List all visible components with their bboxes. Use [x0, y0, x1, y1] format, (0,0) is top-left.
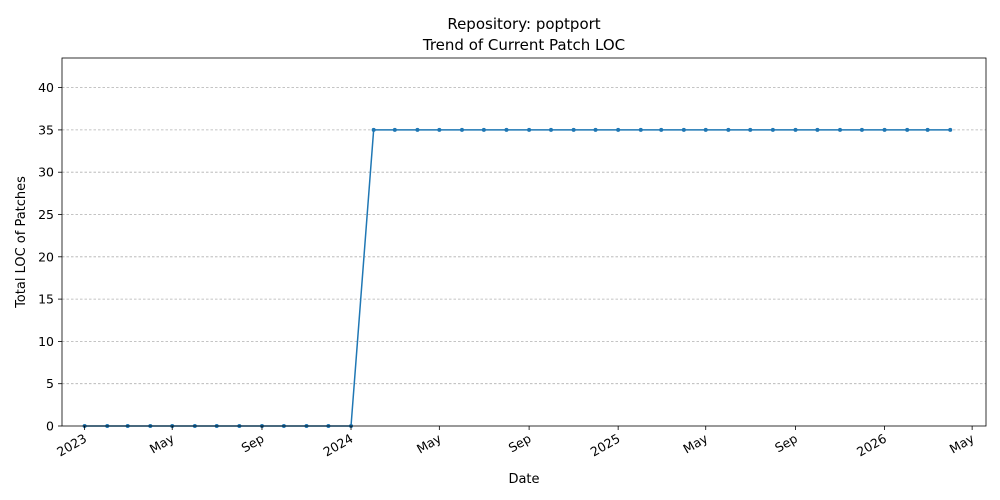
series-line	[84, 129, 951, 427]
data-point	[371, 127, 376, 132]
y-tick-label: 40	[38, 80, 54, 95]
data-point	[925, 127, 930, 132]
data-point	[726, 127, 731, 132]
y-axis-ticks: 0 5 10 15 20 25 30 35 40	[38, 80, 62, 434]
x-tick-label: 2026	[854, 431, 889, 460]
y-tick-label: 25	[38, 207, 54, 222]
data-point	[748, 127, 753, 132]
x-axis-ticks: 2023 May Sep 2024 May Sep 2025 May Sep 2026 May	[54, 426, 977, 460]
x-tick-label: May	[414, 430, 444, 456]
data-point	[415, 127, 420, 132]
data-point	[593, 127, 598, 132]
y-tick-label: 10	[38, 334, 54, 349]
x-tick-label: May	[947, 430, 977, 456]
data-point	[703, 127, 708, 132]
x-tick-label: Sep	[772, 431, 800, 456]
data-point	[571, 127, 576, 132]
gridlines	[62, 87, 986, 385]
y-tick-label: 35	[38, 122, 54, 137]
chart-title: Repository: poptport	[447, 15, 600, 33]
plot-frame	[61, 57, 987, 427]
data-point	[905, 127, 910, 132]
data-point	[459, 127, 464, 132]
y-tick-label: 5	[46, 376, 54, 391]
data-point	[504, 127, 509, 132]
data-point	[770, 127, 775, 132]
data-point	[882, 127, 887, 132]
x-tick-label: Sep	[506, 431, 534, 456]
data-point	[616, 127, 621, 132]
data-point	[659, 127, 664, 132]
data-point	[392, 127, 397, 132]
data-point	[638, 127, 643, 132]
x-tick-label: May	[680, 430, 710, 456]
x-tick-label: May	[147, 430, 177, 456]
y-tick-label: 30	[38, 165, 54, 180]
y-tick-label: 20	[38, 249, 54, 264]
data-point	[527, 127, 532, 132]
chart-subtitle: Trend of Current Patch LOC	[422, 36, 625, 54]
x-axis-label: Date	[508, 472, 539, 487]
data-point	[815, 127, 820, 132]
x-tick-label: 2025	[588, 431, 623, 460]
data-point	[481, 127, 486, 132]
axes	[61, 57, 987, 427]
series-layer	[82, 127, 953, 428]
y-tick-label: 15	[38, 292, 54, 307]
y-axis-label: Total LOC of Patches	[14, 176, 29, 309]
x-tick-label: 2023	[54, 431, 89, 460]
data-point	[838, 127, 843, 132]
x-tick-label: 2024	[320, 431, 355, 460]
data-point	[948, 127, 953, 132]
y-tick-label: 0	[46, 419, 54, 434]
data-point	[793, 127, 798, 132]
data-point	[859, 127, 864, 132]
x-tick-label: Sep	[239, 431, 267, 456]
data-point	[549, 127, 553, 132]
data-point	[437, 127, 442, 132]
data-point	[681, 127, 686, 132]
